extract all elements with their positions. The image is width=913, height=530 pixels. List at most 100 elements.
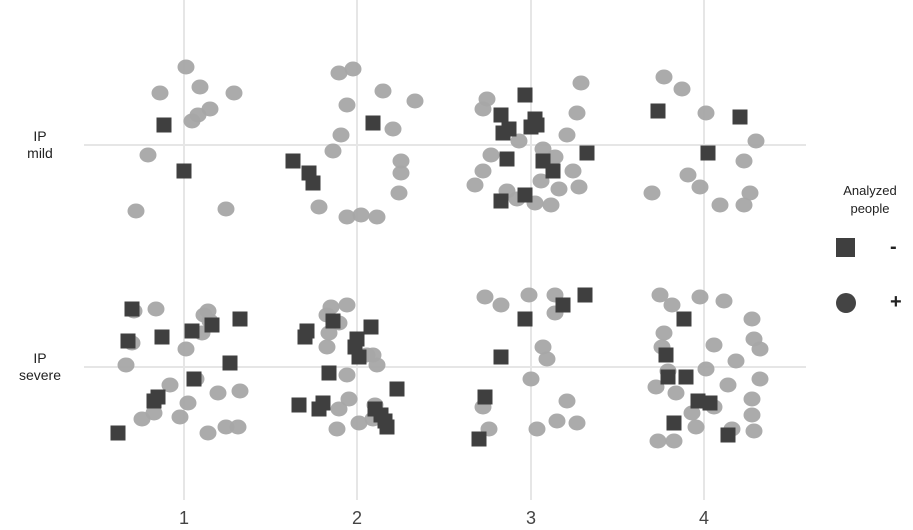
point-minus-square	[321, 365, 337, 381]
legend-title-line1: Analyzed	[843, 183, 897, 198]
point-plus-circle	[534, 141, 552, 157]
point-minus-square	[154, 329, 170, 345]
point-plus-circle	[655, 69, 673, 85]
point-plus-circle	[522, 371, 540, 387]
point-minus-square	[666, 415, 682, 431]
point-plus-circle	[364, 347, 382, 363]
point-plus-circle	[338, 97, 356, 113]
point-minus-square	[577, 287, 593, 303]
point-plus-circle	[570, 179, 588, 195]
point-minus-square	[311, 401, 327, 417]
point-minus-square	[297, 329, 313, 345]
point-minus-square	[184, 323, 200, 339]
point-plus-circle	[330, 65, 348, 81]
plot-area	[110, 59, 769, 449]
point-plus-circle	[151, 85, 169, 101]
point-minus-square	[720, 427, 736, 443]
y-tick-label-ip-severe-line1: IP	[33, 350, 47, 366]
point-plus-circle	[550, 181, 568, 197]
point-plus-circle	[374, 83, 392, 99]
point-plus-circle	[568, 415, 586, 431]
point-plus-circle	[344, 61, 362, 77]
point-plus-circle	[568, 105, 586, 121]
point-plus-circle	[687, 419, 705, 435]
legend-circle-marker	[836, 293, 856, 313]
point-minus-square	[389, 381, 405, 397]
point-minus-square	[471, 431, 487, 447]
point-plus-circle	[127, 203, 145, 219]
legend-label-plus: +	[890, 291, 902, 313]
point-plus-circle	[338, 297, 356, 313]
point-plus-circle	[476, 289, 494, 305]
x-tick-label-2: 2	[351, 508, 362, 528]
point-plus-circle	[324, 143, 342, 159]
point-minus-square	[676, 311, 692, 327]
point-plus-circle	[558, 393, 576, 409]
point-plus-circle	[679, 167, 697, 183]
point-minus-square	[124, 301, 140, 317]
point-plus-circle	[572, 75, 590, 91]
point-plus-circle	[338, 367, 356, 383]
point-plus-circle	[743, 391, 761, 407]
point-minus-square	[176, 163, 192, 179]
point-plus-circle	[231, 383, 249, 399]
point-plus-circle	[161, 377, 179, 393]
point-plus-circle	[350, 415, 368, 431]
point-plus-circle	[482, 147, 500, 163]
point-plus-circle	[647, 379, 665, 395]
y-tick-label-ip-severe-line2: severe	[18, 367, 62, 383]
legend-item-minus: -	[834, 235, 910, 261]
point-plus-circle	[225, 85, 243, 101]
point-plus-circle	[310, 199, 328, 215]
point-plus-circle	[466, 177, 484, 193]
point-plus-circle	[538, 351, 556, 367]
point-minus-square	[110, 425, 126, 441]
point-minus-square	[222, 355, 238, 371]
point-plus-circle	[705, 337, 723, 353]
point-plus-circle	[492, 297, 510, 313]
point-plus-circle	[145, 405, 163, 421]
point-plus-circle	[474, 101, 492, 117]
point-plus-circle	[532, 173, 550, 189]
point-plus-circle	[392, 165, 410, 181]
point-plus-circle	[117, 357, 135, 373]
y-tick-label-ip-severe: IP severe	[0, 350, 80, 384]
point-plus-circle	[384, 121, 402, 137]
point-plus-circle	[474, 163, 492, 179]
point-minus-square	[702, 395, 718, 411]
point-minus-square	[325, 313, 341, 329]
point-plus-circle	[171, 409, 189, 425]
point-minus-square	[351, 349, 367, 365]
point-minus-square	[477, 389, 493, 405]
point-plus-circle	[683, 405, 701, 421]
point-minus-square	[493, 193, 509, 209]
point-plus-circle	[322, 299, 340, 315]
point-plus-circle	[655, 325, 673, 341]
point-minus-square	[493, 107, 509, 123]
point-minus-square	[650, 103, 666, 119]
point-minus-square	[285, 153, 301, 169]
legend-label-minus: -	[890, 236, 897, 258]
point-plus-circle	[338, 209, 356, 225]
point-minus-square	[501, 121, 517, 137]
point-plus-circle	[390, 185, 408, 201]
point-plus-circle	[328, 421, 346, 437]
point-plus-circle	[564, 163, 582, 179]
point-plus-circle	[711, 197, 729, 213]
point-minus-square	[499, 151, 515, 167]
point-plus-circle	[649, 433, 667, 449]
point-minus-square	[660, 369, 676, 385]
point-plus-circle	[147, 301, 165, 317]
point-plus-circle	[665, 433, 683, 449]
point-plus-circle	[667, 385, 685, 401]
point-plus-circle	[139, 147, 157, 163]
point-plus-circle	[715, 293, 733, 309]
point-minus-square	[555, 297, 571, 313]
point-minus-square	[517, 87, 533, 103]
point-plus-circle	[542, 197, 560, 213]
point-plus-circle	[528, 421, 546, 437]
point-minus-square	[365, 115, 381, 131]
point-minus-square	[579, 145, 595, 161]
legend-item-plus: +	[834, 290, 910, 316]
point-minus-square	[204, 317, 220, 333]
